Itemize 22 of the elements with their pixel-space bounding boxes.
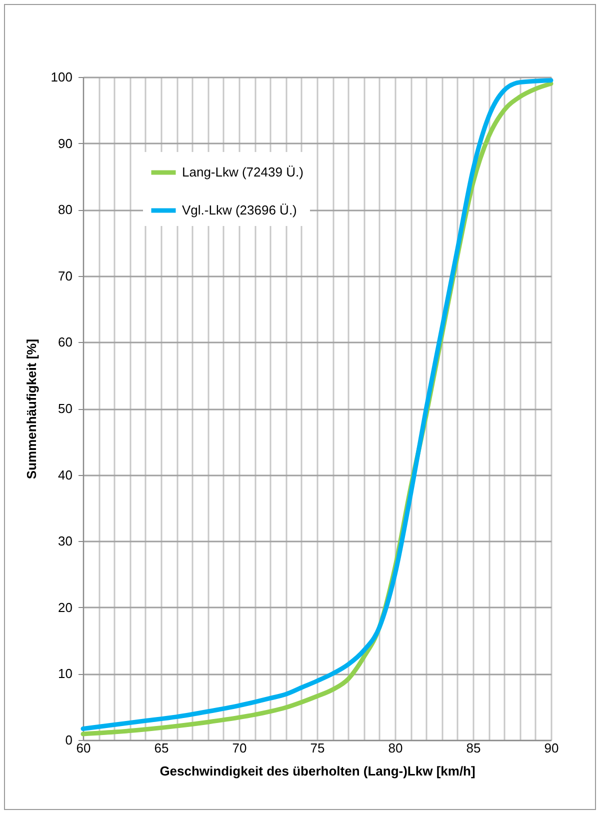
y-tick-label: 80 (58, 202, 72, 218)
x-tick-label: 90 (544, 740, 559, 756)
y-axis-title: Summenhäufigkeit [%] (24, 338, 39, 480)
y-tick-label: 30 (58, 534, 72, 549)
y-tick-label: 40 (58, 467, 72, 482)
y-tick-label: 70 (58, 268, 72, 284)
y-tick-label: 10 (58, 666, 72, 682)
x-tick-label: 65 (154, 740, 169, 756)
y-tick-label: 20 (58, 600, 72, 615)
legend-label: Lang-Lkw (72439 Ü.) (182, 164, 304, 180)
y-tick-label: 0 (65, 732, 72, 748)
x-tick-label: 75 (310, 740, 325, 756)
x-tick-label: 70 (232, 740, 247, 756)
legend-label: Vgl.-Lkw (23696 Ü.) (182, 202, 297, 218)
x-tick-label: 60 (76, 740, 91, 756)
y-tick-label: 90 (58, 136, 72, 151)
y-tick-label: 60 (58, 334, 72, 350)
y-tick-label: 50 (58, 401, 72, 416)
x-tick-label: 80 (388, 740, 403, 756)
x-axis-title: Geschwindigkeit des überholten (Lang-)Lkw [km/h] (160, 764, 476, 778)
y-tick-label: 100 (50, 70, 72, 84)
x-tick-label: 85 (466, 740, 481, 756)
